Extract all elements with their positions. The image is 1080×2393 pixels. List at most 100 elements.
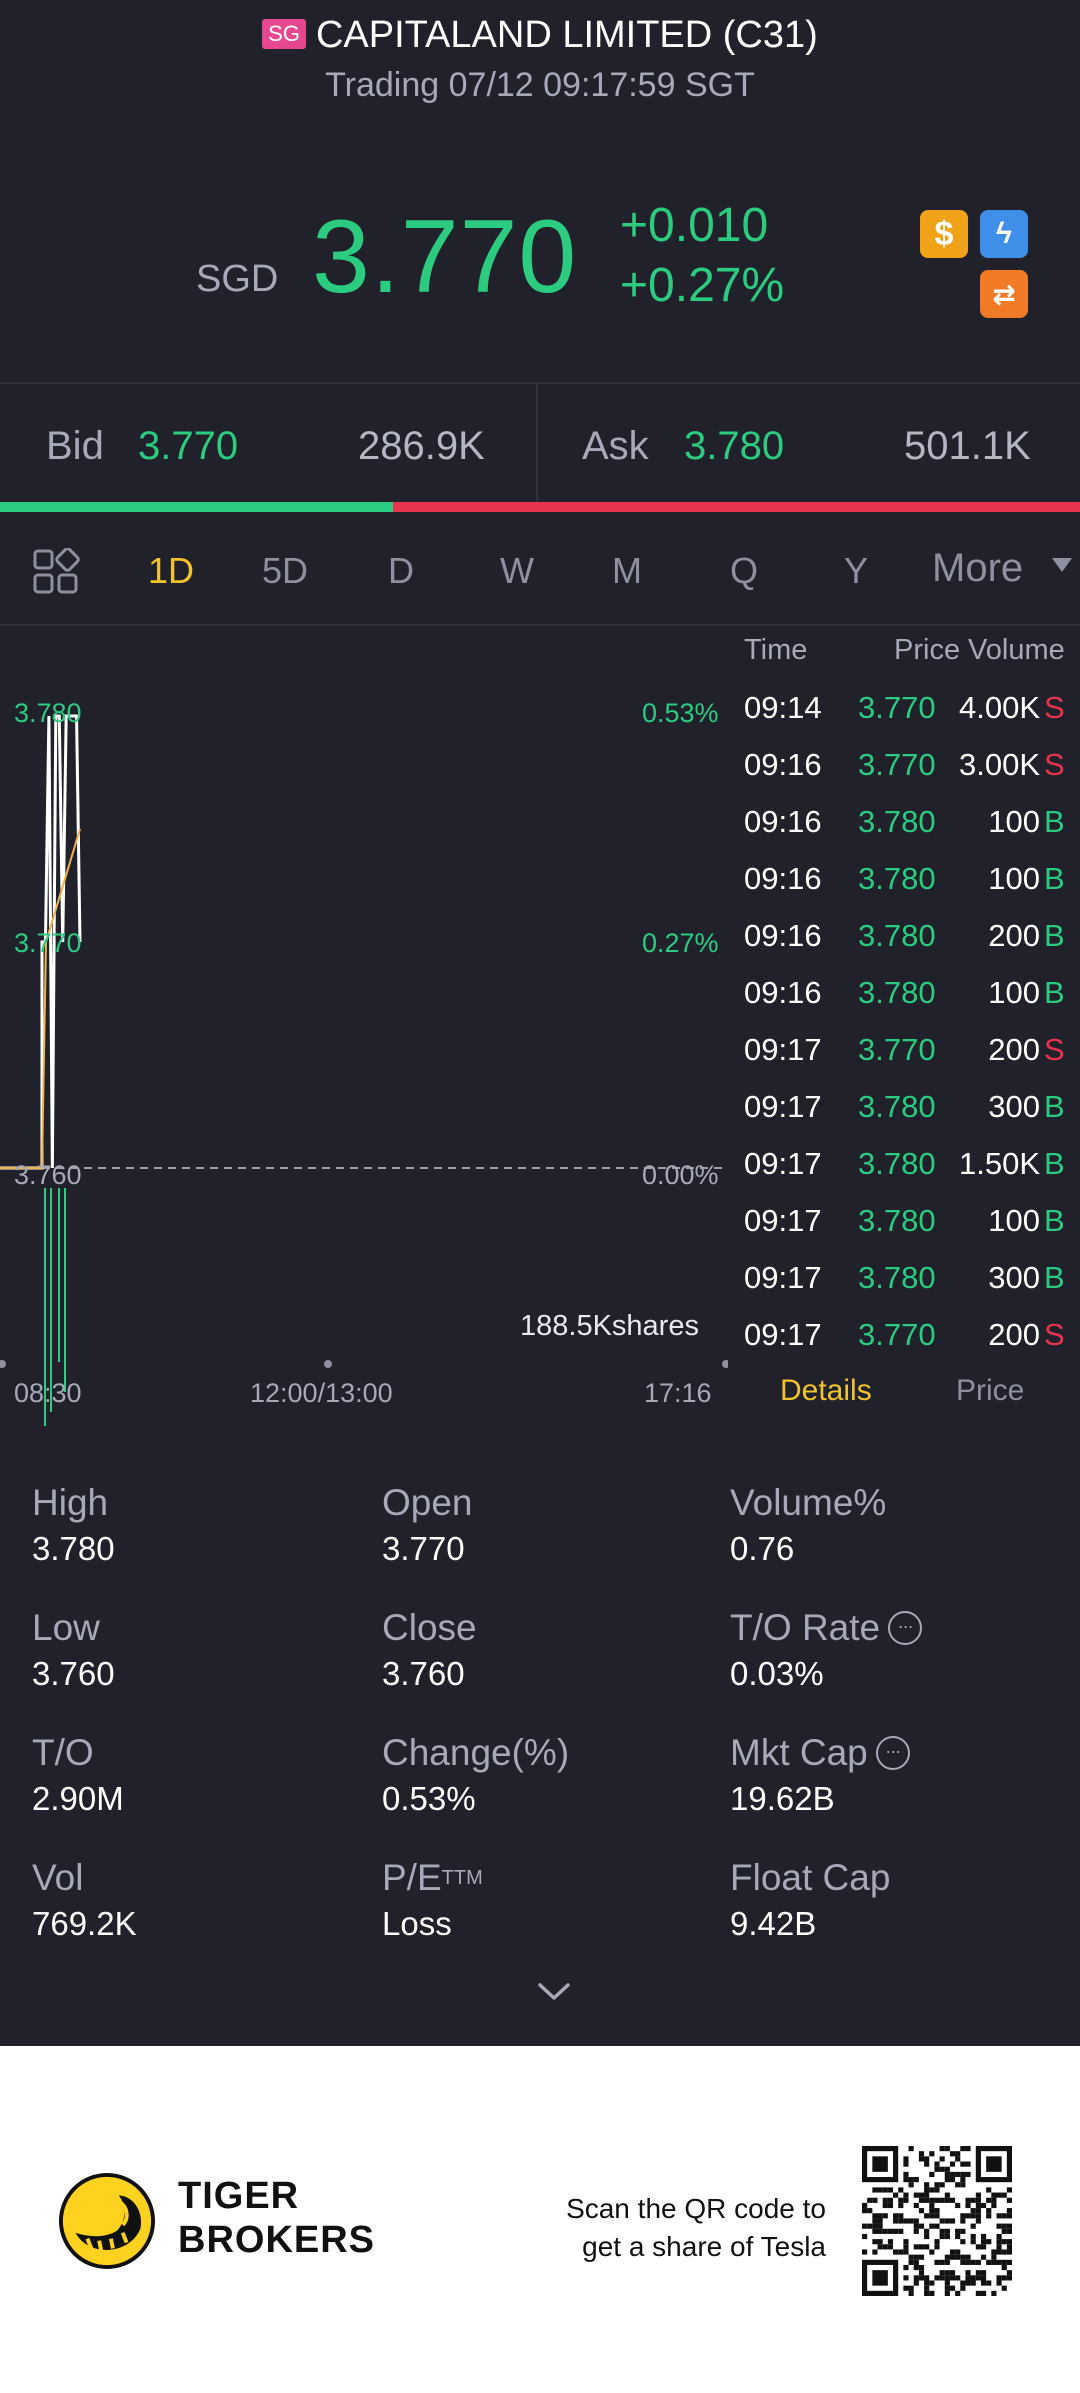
trade-time: 09:16 xyxy=(744,861,822,896)
tab-d[interactable]: D xyxy=(388,550,414,591)
trade-time: 09:17 xyxy=(744,1089,822,1124)
trade-price: 3.770 xyxy=(858,1317,936,1352)
stat-open: Open 3.770 xyxy=(382,1482,722,1592)
stat-change-percent: Change(%) 0.53% xyxy=(382,1732,722,1842)
trade-side: B xyxy=(1044,1089,1065,1124)
trade-time: 09:16 xyxy=(744,747,822,782)
tab-details[interactable]: Details xyxy=(780,1374,872,1407)
trade-row: 09:14 3.770 4.00K S xyxy=(728,690,1080,747)
ask-price: 3.780 xyxy=(684,424,785,468)
stat-low: Low 3.760 xyxy=(32,1607,372,1717)
trade-row: 09:16 3.780 100 B xyxy=(728,804,1080,861)
trade-time: 09:17 xyxy=(744,1146,822,1181)
brand-line-1: TIGER xyxy=(178,2175,300,2217)
trade-row: 09:16 3.780 200 B xyxy=(728,918,1080,975)
trade-volume: 200 xyxy=(988,1032,1040,1067)
volume-label: 188.5Kshares xyxy=(520,1310,699,1342)
header: SG CAPITALAND LIMITED (C31) Trading 07/12… xyxy=(0,0,1080,140)
stat-pe: P/E TTM Loss xyxy=(382,1857,722,1967)
trades-header-time: Time xyxy=(744,634,808,666)
trade-price: 3.780 xyxy=(858,1203,936,1238)
trade-row: 09:17 3.770 200 S xyxy=(728,1032,1080,1089)
tab-5d[interactable]: 5D xyxy=(262,550,309,591)
trade-time: 09:17 xyxy=(744,1260,822,1295)
trade-ticker[interactable]: Time Price Volume 09:14 3.770 4.00K S 09:16 3… xyxy=(728,626,1080,1407)
trade-side: B xyxy=(1044,1203,1065,1238)
chart-layout-icon[interactable] xyxy=(32,548,80,596)
stat-value: 2.90M xyxy=(32,1780,124,1817)
brand-line-2: BROKERS xyxy=(178,2219,376,2261)
trade-side: S xyxy=(1044,1317,1065,1352)
x-axis-label-open: 08:30 xyxy=(14,1378,82,1408)
bid-price: 3.770 xyxy=(138,424,239,468)
promo-footer: TIGER BROKERS Scan the QR code to get a … xyxy=(0,2046,1080,2393)
trade-volume: 100 xyxy=(988,804,1040,839)
trade-volume: 4.00K xyxy=(958,690,1040,725)
chevron-down-icon[interactable] xyxy=(1052,558,1072,572)
trade-side: S xyxy=(1044,1032,1065,1067)
trade-price: 3.770 xyxy=(858,747,936,782)
trade-volume: 100 xyxy=(988,1203,1040,1238)
trade-price: 3.780 xyxy=(858,861,936,896)
trade-row: 09:16 3.780 100 B xyxy=(728,861,1080,918)
lightning-icon[interactable]: ϟ xyxy=(980,210,1028,258)
stat-close: Close 3.760 xyxy=(382,1607,722,1717)
y-axis-label-mid: 3.770 xyxy=(14,928,82,958)
volume-bar xyxy=(44,1188,46,1426)
trade-row: 09:17 3.780 300 B xyxy=(728,1260,1080,1317)
x-axis-label-close: 17:16 xyxy=(644,1378,712,1408)
price-line xyxy=(0,714,82,1170)
tab-w[interactable]: W xyxy=(500,550,534,591)
trade-row: 09:17 3.780 1.50K B xyxy=(728,1146,1080,1203)
stat-market-cap: Mkt Cap ··· 19.62B xyxy=(730,1732,1070,1842)
bid-label: Bid xyxy=(46,424,104,468)
tab-m[interactable]: M xyxy=(612,550,642,591)
x-axis-tick xyxy=(0,1360,6,1368)
trade-price: 3.780 xyxy=(858,1260,936,1295)
tiger-brokers-logo-icon xyxy=(58,2172,156,2270)
trade-time: 09:17 xyxy=(744,1032,822,1067)
stat-value: 769.2K xyxy=(32,1905,137,1942)
bid-ask-bar: Bid 3.770 286.9K Ask 3.780 501.1K xyxy=(0,384,1080,502)
trade-volume: 300 xyxy=(988,1260,1040,1295)
tab-1d[interactable]: 1D xyxy=(148,550,195,591)
promo-line-2: get a share of Tesla xyxy=(582,2231,826,2262)
volume-bar xyxy=(50,1188,52,1412)
stat-label: Volume% xyxy=(730,1482,887,1523)
more-info-icon[interactable]: ··· xyxy=(875,1736,910,1770)
y-axis-pct-mid: 0.27% xyxy=(642,928,719,958)
stock-name: CAPITALAND LIMITED (C31) xyxy=(315,14,818,56)
intraday-chart[interactable]: 3.780 3.770 3.760 0.53% 0.27% 0.00% 188.… xyxy=(0,626,728,1426)
stat-value: 0.53% xyxy=(382,1780,476,1817)
stat-value: Loss xyxy=(382,1905,452,1942)
trade-volume: 200 xyxy=(988,918,1040,953)
trade-volume: 200 xyxy=(988,1317,1040,1352)
tab-more[interactable]: More xyxy=(932,546,1024,590)
price-change-percent: +0.27% xyxy=(620,259,785,312)
stat-label: Change(%) xyxy=(382,1732,570,1773)
more-info-icon[interactable]: ··· xyxy=(888,1611,923,1645)
trade-row: 09:16 3.770 3.00K S xyxy=(728,747,1080,804)
stat-high: High 3.780 xyxy=(32,1482,372,1592)
trade-side: B xyxy=(1044,918,1065,953)
price-block: SGD 3.770 +0.010 +0.27% $ ϟ ⇄ xyxy=(0,140,1080,382)
stat-label: Mkt Cap xyxy=(730,1732,868,1773)
trade-time: 09:16 xyxy=(744,975,822,1010)
y-axis-pct-low: 0.00% xyxy=(642,1160,719,1190)
tab-price[interactable]: Price xyxy=(956,1374,1025,1407)
qr-code-icon[interactable] xyxy=(862,2146,1012,2296)
market-badge: SG xyxy=(262,19,306,49)
trade-side: B xyxy=(1044,1260,1065,1295)
trade-volume: 1.50K xyxy=(958,1146,1040,1181)
price-change: +0.010 xyxy=(620,199,769,252)
tab-y[interactable]: Y xyxy=(844,550,869,591)
bid-ask-separator xyxy=(536,384,538,502)
tab-q[interactable]: Q xyxy=(730,550,759,591)
chevron-down-icon[interactable] xyxy=(536,1980,572,2004)
trade-time: 09:14 xyxy=(744,690,822,725)
divider xyxy=(0,382,1080,384)
trade-volume: 100 xyxy=(988,975,1040,1010)
dollar-icon[interactable]: $ xyxy=(920,210,968,258)
promo-line-1: Scan the QR code to xyxy=(566,2193,826,2224)
exchange-icon[interactable]: ⇄ xyxy=(980,270,1028,318)
